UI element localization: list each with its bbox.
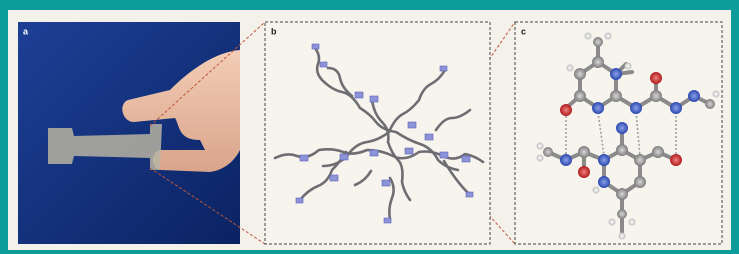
panel-frame [265, 22, 490, 244]
figure: a b [0, 0, 739, 254]
panel-b: b [265, 22, 490, 244]
page: a b [0, 0, 739, 254]
panel-a: a [18, 22, 240, 244]
panel-label: b [271, 26, 277, 36]
panel-c: c [515, 22, 722, 244]
panel-label: c [521, 26, 526, 36]
